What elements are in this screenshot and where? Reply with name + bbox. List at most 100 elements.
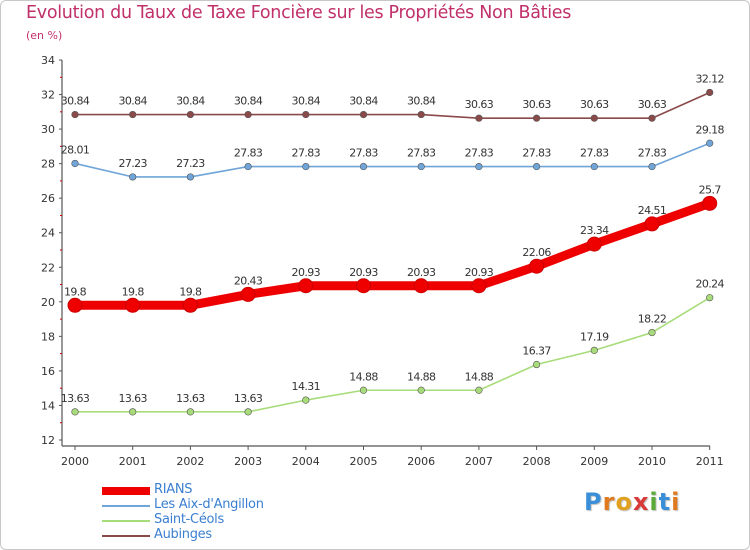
point-saint-ceols-2004 [302, 396, 310, 404]
data-label-aubinges-2003: 30.84 [234, 95, 263, 108]
data-label-rians-2001: 19.8 [122, 285, 145, 298]
data-label-rians-2009: 23.34 [580, 224, 609, 237]
data-label-aubinges-2007: 30.63 [465, 98, 494, 111]
x-tick-label-2011: 2011 [696, 455, 724, 468]
point-aubinges-2000 [71, 110, 79, 119]
y-tick-label-32: 32 [41, 89, 55, 102]
logo-letter: i [671, 488, 681, 516]
point-saint-ceols-2006 [417, 386, 425, 394]
data-label-les-aix-d-angillon-2010: 27.83 [638, 147, 667, 160]
point-saint-ceols-2001 [129, 408, 137, 416]
point-les-aix-d-angillon-2003 [244, 162, 252, 171]
data-label-rians-2011: 25.7 [699, 183, 722, 196]
point-rians-2006 [413, 278, 429, 294]
data-label-rians-2000: 19.8 [64, 285, 87, 298]
point-aubinges-2001 [129, 110, 137, 119]
x-tick-label-2009: 2009 [580, 455, 608, 468]
point-aubinges-2002 [186, 110, 194, 119]
point-les-aix-d-angillon-2006 [417, 162, 425, 171]
legend-label-aubinges: Aubinges [154, 527, 212, 542]
x-tick-label-2008: 2008 [523, 455, 551, 468]
data-label-les-aix-d-angillon-2006: 27.83 [407, 147, 436, 160]
data-label-les-aix-d-angillon-2000: 28.01 [61, 143, 90, 156]
y-tick-label-24: 24 [41, 227, 55, 240]
point-rians-2000 [67, 297, 83, 313]
data-label-saint-ceols-2010: 18.22 [638, 313, 667, 326]
point-saint-ceols-2007 [475, 386, 483, 394]
series-line-les-aix-d-angillon [74, 142, 711, 178]
point-saint-ceols-2010 [648, 328, 656, 337]
data-label-saint-ceols-2002: 13.63 [176, 392, 205, 405]
data-label-aubinges-2006: 30.84 [407, 95, 436, 108]
y-tick-label-26: 26 [41, 192, 55, 205]
data-label-aubinges-2005: 30.84 [349, 95, 378, 108]
point-aubinges-2006 [417, 110, 425, 119]
data-label-aubinges-2011: 32.12 [695, 72, 724, 85]
data-label-rians-2004: 20.93 [292, 266, 321, 279]
data-label-rians-2005: 20.93 [349, 266, 378, 279]
x-tick-label-2000: 2000 [61, 455, 89, 468]
logo-letter: r [602, 488, 616, 516]
logo-letter: P [584, 488, 603, 516]
data-label-les-aix-d-angillon-2011: 29.18 [695, 123, 724, 136]
point-les-aix-d-angillon-2004 [302, 162, 310, 171]
point-aubinges-2011 [706, 88, 714, 97]
data-label-saint-ceols-2004: 14.31 [292, 380, 321, 393]
data-label-aubinges-2002: 30.84 [176, 95, 205, 108]
y-tick-label-22: 22 [41, 261, 55, 274]
point-rians-2009 [586, 236, 602, 252]
data-label-les-aix-d-angillon-2009: 27.83 [580, 147, 609, 160]
data-label-aubinges-2004: 30.84 [292, 95, 321, 108]
data-label-saint-ceols-2007: 14.88 [465, 370, 494, 383]
point-aubinges-2004 [302, 110, 310, 119]
y-tick-label-16: 16 [41, 365, 55, 378]
data-label-aubinges-2001: 30.84 [118, 95, 147, 108]
y-tick-label-30: 30 [41, 123, 55, 136]
data-label-saint-ceols-2000: 13.63 [61, 392, 90, 405]
data-label-saint-ceols-2011: 20.24 [695, 278, 724, 291]
legend-label-saint-ceols: Saint-Céols [154, 512, 224, 527]
point-rians-2011 [702, 195, 718, 211]
logo-letter: x [632, 488, 650, 516]
data-label-rians-2010: 24.51 [638, 204, 667, 217]
data-label-rians-2003: 20.43 [234, 274, 263, 287]
point-les-aix-d-angillon-2001 [129, 173, 137, 181]
data-label-saint-ceols-2005: 14.88 [349, 370, 378, 383]
point-saint-ceols-2000 [71, 408, 79, 416]
data-label-les-aix-d-angillon-2002: 27.23 [176, 157, 205, 170]
y-tick-label-14: 14 [41, 399, 55, 412]
x-tick-label-2003: 2003 [234, 455, 262, 468]
data-label-les-aix-d-angillon-2008: 27.83 [522, 147, 551, 160]
logo-letter: o [615, 488, 633, 516]
x-tick-label-2005: 2005 [350, 455, 378, 468]
data-label-aubinges-2009: 30.63 [580, 98, 609, 111]
y-tick-label-20: 20 [41, 296, 55, 309]
y-tick-label-12: 12 [41, 434, 55, 447]
data-label-les-aix-d-angillon-2007: 27.83 [465, 147, 494, 160]
point-les-aix-d-angillon-2009 [590, 162, 598, 171]
data-label-saint-ceols-2001: 13.63 [118, 392, 147, 405]
y-tick-label-28: 28 [41, 158, 55, 171]
point-les-aix-d-angillon-2011 [706, 139, 714, 147]
x-tick-label-2006: 2006 [407, 455, 435, 468]
point-saint-ceols-2011 [706, 294, 714, 302]
point-aubinges-2009 [590, 114, 598, 122]
x-tick-label-2002: 2002 [176, 455, 204, 468]
x-tick-label-2004: 2004 [292, 455, 320, 468]
y-tick-label-34: 34 [41, 54, 55, 67]
point-les-aix-d-angillon-2008 [532, 162, 541, 171]
legend-swatch-saint-ceols [102, 520, 150, 522]
proxiti-logo: Proxiti [584, 488, 680, 516]
logo-letter: t [658, 488, 672, 516]
point-rians-2005 [356, 278, 371, 294]
x-tick-label-2007: 2007 [465, 455, 493, 468]
point-saint-ceols-2009 [590, 346, 598, 354]
point-les-aix-d-angillon-2000 [71, 159, 79, 168]
legend-swatch-rians [102, 487, 150, 495]
data-label-les-aix-d-angillon-2001: 27.23 [118, 157, 147, 170]
data-label-rians-2007: 20.93 [465, 266, 494, 279]
legend-swatch-aubinges [102, 535, 150, 537]
data-label-les-aix-d-angillon-2003: 27.83 [234, 147, 263, 160]
data-label-saint-ceols-2009: 17.19 [580, 330, 609, 343]
